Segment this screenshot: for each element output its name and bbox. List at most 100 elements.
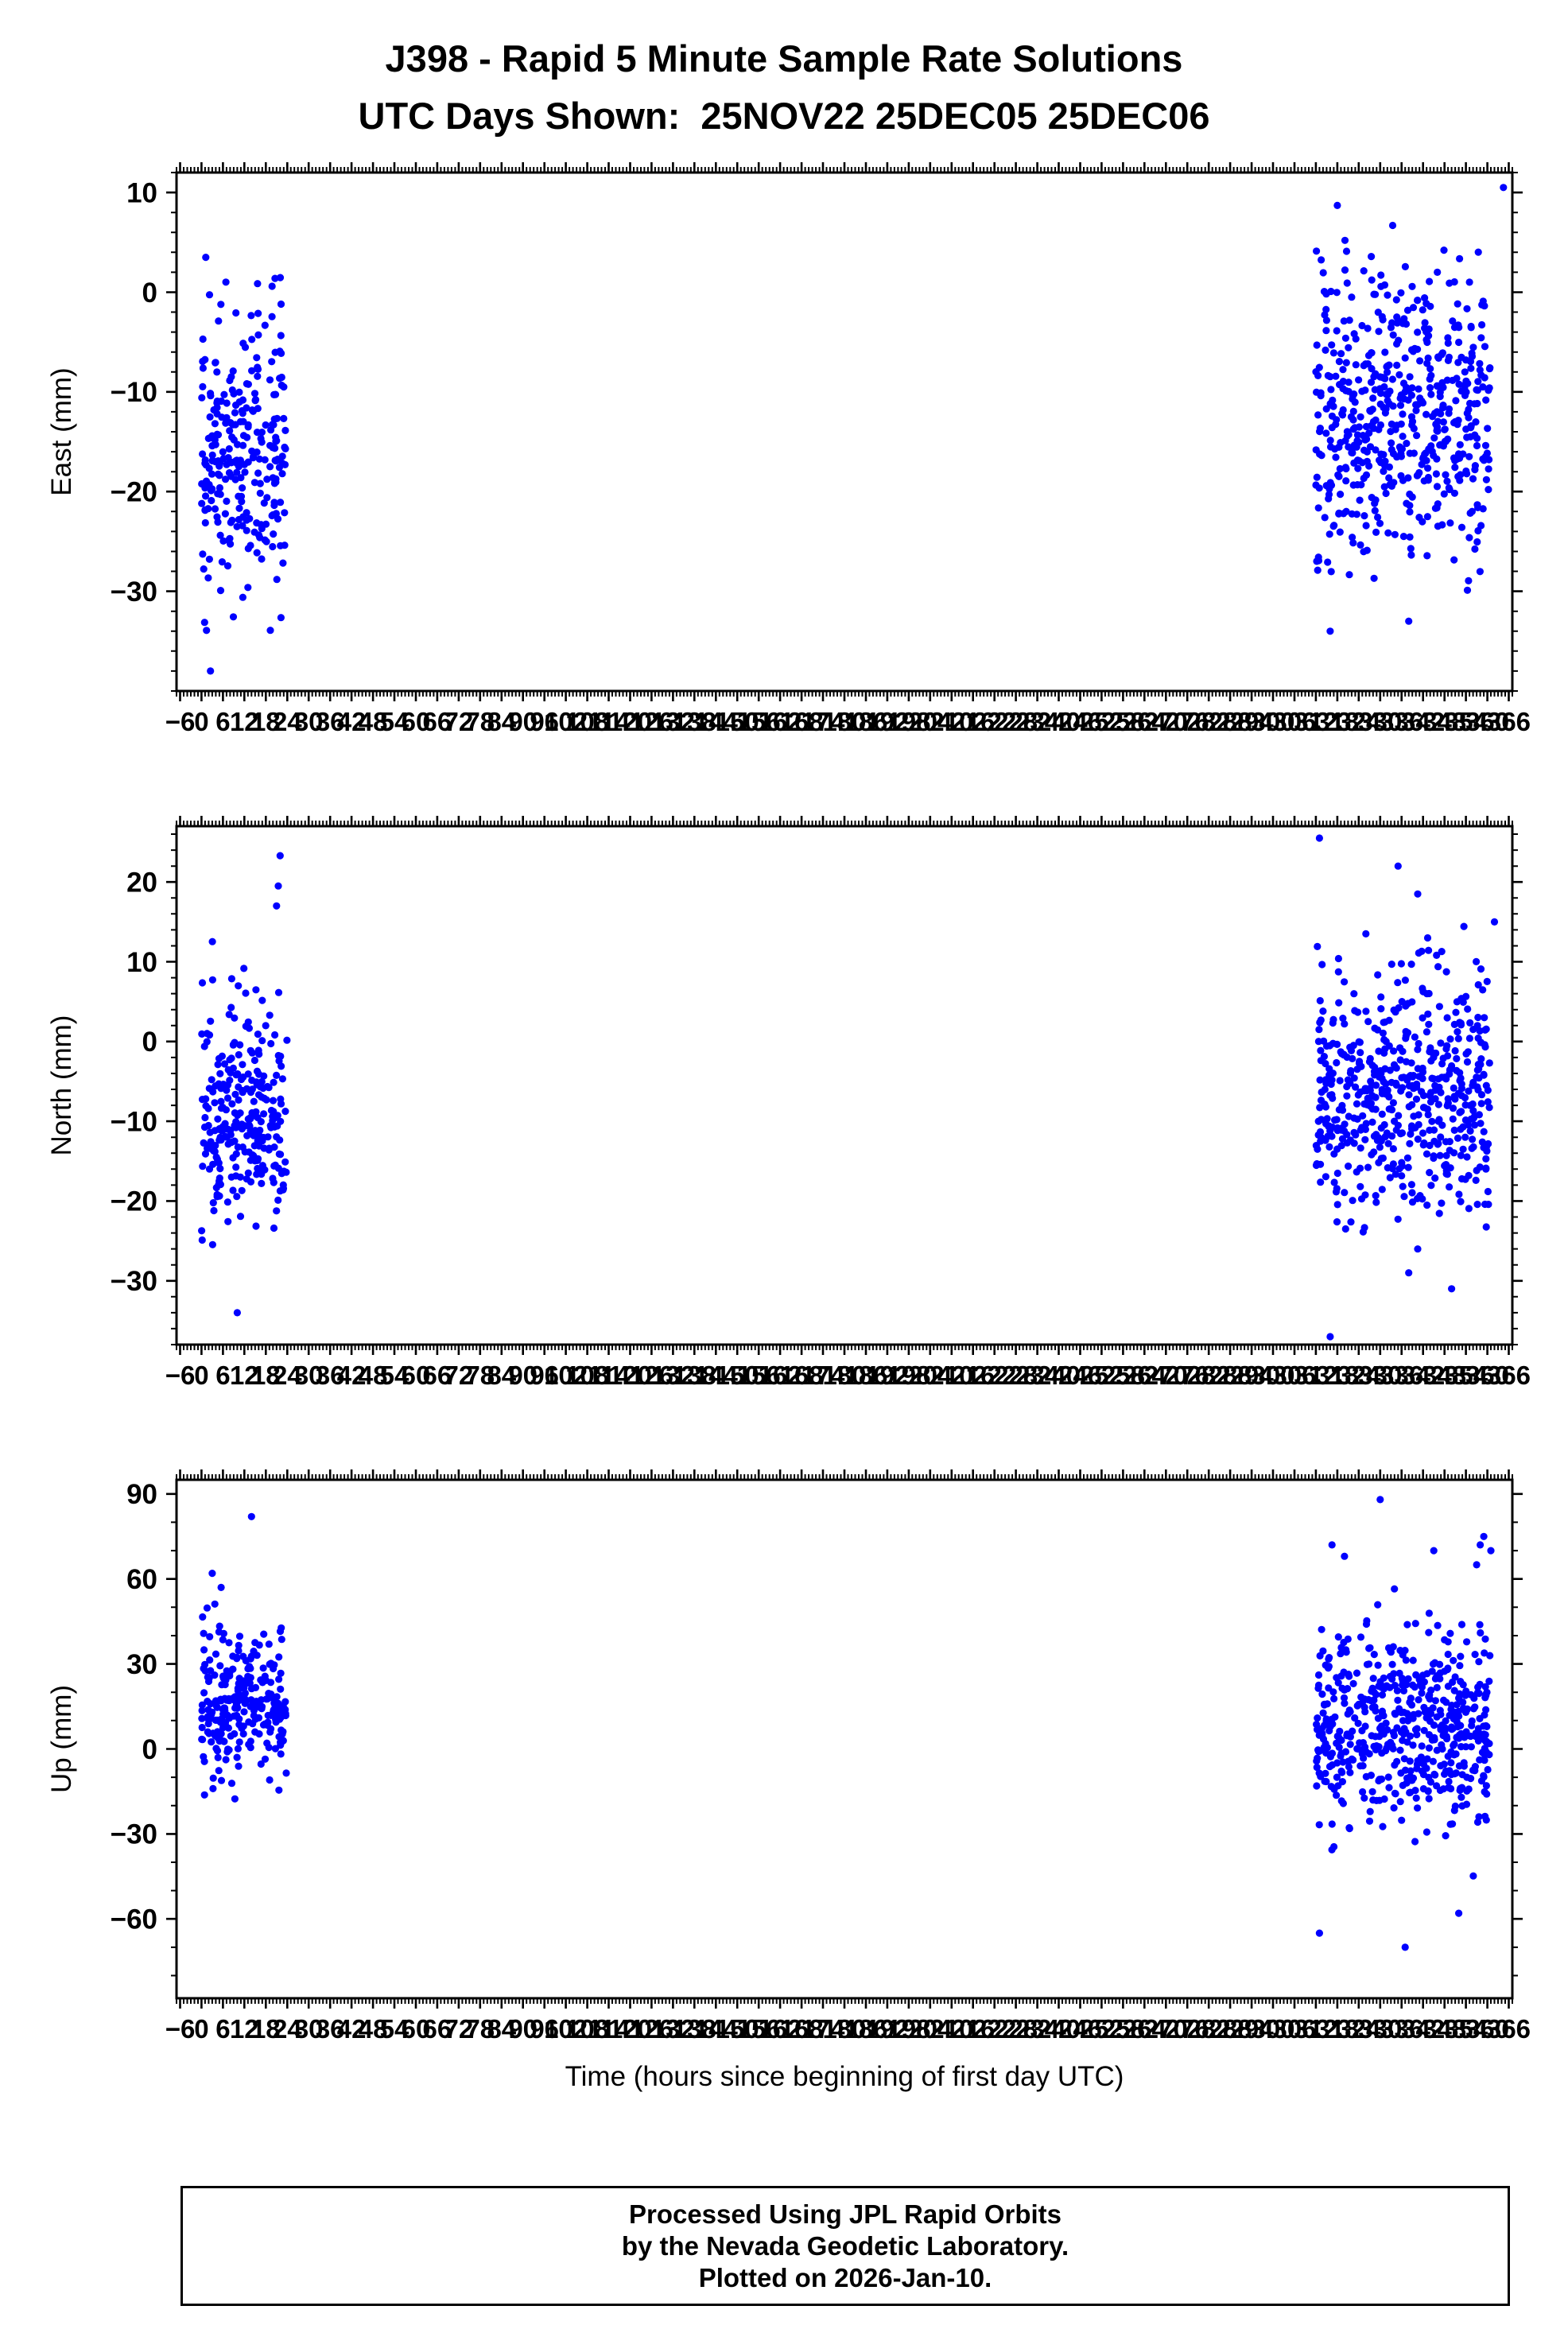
svg-text:204: 204 xyxy=(908,1361,953,1390)
svg-text:294: 294 xyxy=(1230,1361,1275,1390)
subplot-north: −60 6 121824303642485460667278849096102108… xyxy=(111,816,1531,1390)
svg-text:204: 204 xyxy=(908,707,953,736)
svg-text:210: 210 xyxy=(930,1361,973,1390)
svg-text:108: 108 xyxy=(565,2014,609,2044)
svg-text:216: 216 xyxy=(951,1361,995,1390)
svg-text:0: 0 xyxy=(194,1361,208,1390)
svg-text:72: 72 xyxy=(444,707,474,736)
svg-text:66: 66 xyxy=(423,707,452,736)
svg-text:96: 96 xyxy=(530,1361,559,1390)
svg-text:108: 108 xyxy=(565,1361,609,1390)
svg-text:174: 174 xyxy=(801,2014,845,2044)
svg-text:12: 12 xyxy=(230,707,259,736)
svg-text:234: 234 xyxy=(1015,2014,1060,2044)
svg-text:216: 216 xyxy=(951,707,995,736)
svg-text:210: 210 xyxy=(930,707,973,736)
svg-text:36: 36 xyxy=(316,2014,345,2044)
svg-text:294: 294 xyxy=(1230,2014,1275,2044)
svg-text:342: 342 xyxy=(1401,2014,1445,2044)
svg-text:174: 174 xyxy=(801,1361,845,1390)
svg-text:156: 156 xyxy=(737,1361,781,1390)
svg-text:216: 216 xyxy=(951,2014,995,2044)
svg-text:234: 234 xyxy=(1015,1361,1060,1390)
y-axis-label-up: Up (mm) xyxy=(46,1684,77,1794)
svg-text:348: 348 xyxy=(1422,1361,1466,1390)
svg-text:312: 312 xyxy=(1294,1361,1337,1390)
svg-text:258: 258 xyxy=(1101,707,1145,736)
svg-text:162: 162 xyxy=(759,2014,802,2044)
svg-text:0: 0 xyxy=(142,1027,157,1058)
y-axis-label-east: East (mm) xyxy=(46,367,77,496)
svg-text:20: 20 xyxy=(126,867,157,898)
svg-text:66: 66 xyxy=(423,2014,452,2044)
svg-text:204: 204 xyxy=(908,2014,953,2044)
y-tick-labels: 20 10 0 −10 −20 −30 xyxy=(111,867,157,1297)
svg-text:276: 276 xyxy=(1166,1361,1209,1390)
minor-ticks xyxy=(171,167,1518,697)
svg-text:174: 174 xyxy=(801,707,845,736)
svg-text:138: 138 xyxy=(673,1361,716,1390)
svg-text:276: 276 xyxy=(1166,707,1209,736)
x-tick-labels: −60 6 121824303642485460667278849096102108… xyxy=(165,707,1531,736)
chart-title: J398 - Rapid 5 Minute Sample Rate Soluti… xyxy=(0,30,1568,145)
svg-text:300: 300 xyxy=(1251,2014,1294,2044)
svg-text:294: 294 xyxy=(1230,707,1275,736)
svg-text:210: 210 xyxy=(930,2014,973,2044)
svg-text:10: 10 xyxy=(126,947,157,978)
svg-text:−10: −10 xyxy=(111,377,157,408)
svg-text:48: 48 xyxy=(359,2014,388,2044)
svg-text:300: 300 xyxy=(1251,707,1294,736)
svg-text:24: 24 xyxy=(273,707,302,736)
svg-text:348: 348 xyxy=(1422,707,1466,736)
minor-ticks xyxy=(171,821,1518,1350)
footer-box: Processed Using JPL Rapid Orbits by the … xyxy=(180,2186,1510,2306)
y-tick-labels: 10 0 −10 −20 −30 xyxy=(111,177,157,607)
svg-text:162: 162 xyxy=(759,1361,802,1390)
major-ticks xyxy=(166,162,1523,701)
major-ticks xyxy=(166,816,1523,1355)
svg-text:318: 318 xyxy=(1315,2014,1359,2044)
scatter-points xyxy=(198,1496,1495,1951)
svg-text:192: 192 xyxy=(865,707,909,736)
svg-text:18: 18 xyxy=(251,2014,281,2044)
svg-text:360: 360 xyxy=(1465,2014,1509,2044)
svg-text:150: 150 xyxy=(716,707,759,736)
x-axis-label: Time (hours since beginning of first day… xyxy=(565,2061,1124,2092)
svg-text:30: 30 xyxy=(294,2014,324,2044)
svg-text:288: 288 xyxy=(1209,1361,1252,1390)
svg-text:90: 90 xyxy=(508,707,538,736)
svg-text:0: 0 xyxy=(194,707,208,736)
svg-text:78: 78 xyxy=(465,1361,495,1390)
svg-text:258: 258 xyxy=(1101,1361,1145,1390)
svg-text:354: 354 xyxy=(1444,2014,1488,2044)
scatter-points xyxy=(198,184,1508,675)
svg-text:318: 318 xyxy=(1315,1361,1359,1390)
svg-text:−30: −30 xyxy=(111,1819,157,1850)
svg-text:270: 270 xyxy=(1144,1361,1188,1390)
svg-text:6: 6 xyxy=(215,707,230,736)
svg-text:−60: −60 xyxy=(111,1904,157,1935)
svg-text:330: 330 xyxy=(1358,2014,1402,2044)
svg-text:156: 156 xyxy=(737,707,781,736)
svg-text:102: 102 xyxy=(544,1361,588,1390)
svg-text:126: 126 xyxy=(630,2014,673,2044)
svg-text:66: 66 xyxy=(423,1361,452,1390)
svg-text:282: 282 xyxy=(1187,1361,1231,1390)
svg-text:30: 30 xyxy=(294,707,324,736)
svg-text:84: 84 xyxy=(487,2014,516,2044)
svg-text:−6: −6 xyxy=(165,707,196,736)
svg-text:90: 90 xyxy=(126,1479,157,1510)
svg-text:48: 48 xyxy=(359,707,388,736)
svg-text:252: 252 xyxy=(1080,2014,1124,2044)
svg-text:84: 84 xyxy=(487,707,516,736)
svg-text:54: 54 xyxy=(380,707,409,736)
svg-text:252: 252 xyxy=(1080,1361,1124,1390)
svg-text:42: 42 xyxy=(337,2014,367,2044)
svg-text:138: 138 xyxy=(673,2014,716,2044)
svg-text:288: 288 xyxy=(1209,707,1252,736)
svg-text:0: 0 xyxy=(142,278,157,309)
svg-text:96: 96 xyxy=(530,707,559,736)
svg-text:114: 114 xyxy=(588,1361,631,1390)
svg-text:114: 114 xyxy=(588,2014,631,2044)
